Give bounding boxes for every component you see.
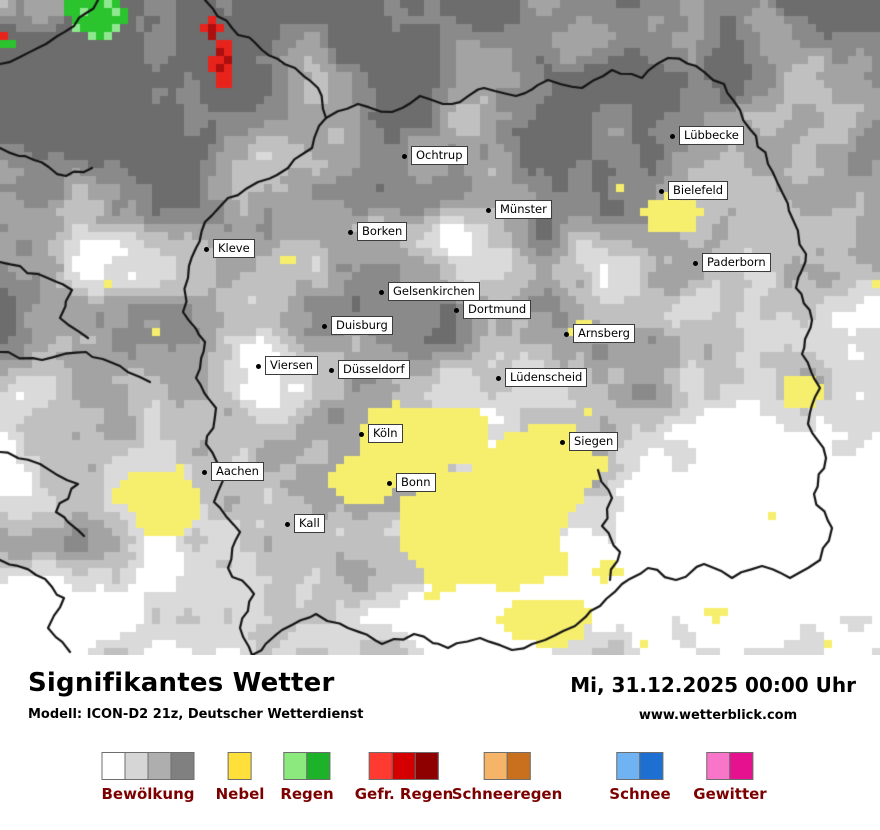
legend-swatch [147,752,172,780]
legend-swatch [124,752,149,780]
city-label: Bielefeld [668,181,729,201]
city-dot-icon [402,154,407,159]
city-dot-icon [670,134,675,139]
city-dot-icon [329,368,334,373]
weather-map: Ochtrup Lübbecke Bielefeld Münster Borken Kle… [0,0,880,655]
legend: Bewölkung Nebel Regen Gefr. Regen Schneerege… [0,752,880,824]
city-label: Kleve [213,239,255,259]
legend-swatch [616,752,641,780]
city-dot-icon [693,261,698,266]
legend-swatches [706,752,754,780]
city-dot-icon [285,522,290,527]
legend-swatch [391,752,416,780]
legend-swatches [228,752,252,780]
city-label: Dortmund [463,300,532,320]
legend-group: Gewitter [693,752,767,803]
city-label: Borken [357,222,408,242]
legend-swatch [639,752,664,780]
city-dot-icon [560,440,565,445]
legend-swatch [729,752,754,780]
datetime-label: Mi, 31.12.2025 00:00 Uhr [570,673,856,697]
city-dot-icon [256,364,261,369]
weather-map-canvas [0,0,880,655]
city-dot-icon [486,208,491,213]
city-label: Ochtrup [411,146,468,166]
city-dot-icon [564,332,569,337]
city-label: Düsseldorf [338,360,410,380]
city-dot-icon [359,432,364,437]
page-title: Signifikantes Wetter [28,668,335,698]
city-label: Duisburg [331,316,393,336]
city-label: Lübbecke [679,126,744,146]
legend-group: Regen [280,752,334,803]
city-dot-icon [204,247,209,252]
city-label: Kall [294,514,325,534]
city-label: Köln [368,424,403,444]
legend-label: Gewitter [693,785,767,803]
city-dot-icon [322,324,327,329]
legend-swatch [283,752,308,780]
city-label: Viersen [265,356,318,376]
city-label: Gelsenkirchen [388,282,480,302]
legend-label: Schnee [609,785,671,803]
model-info: Modell: ICON-D2 21z, Deutscher Wetterdie… [28,707,364,722]
legend-swatches [283,752,331,780]
legend-group: Nebel [215,752,265,803]
legend-swatches [616,752,664,780]
city-dot-icon [348,230,353,235]
legend-swatch [228,752,252,780]
city-dot-icon [454,308,459,313]
city-label: Aachen [211,462,264,482]
city-dot-icon [202,470,207,475]
legend-group: Gefr. Regen [354,752,454,803]
city-label: Bonn [396,473,436,493]
legend-swatch [101,752,126,780]
city-label: Paderborn [702,253,771,273]
legend-swatch [706,752,731,780]
legend-swatches [368,752,439,780]
legend-label: Bewölkung [101,785,195,803]
city-dot-icon [379,290,384,295]
legend-group: Bewölkung [101,752,195,803]
legend-swatch [306,752,331,780]
legend-label: Schneeregen [451,785,563,803]
city-label: Münster [495,200,552,220]
legend-swatch [483,752,508,780]
legend-group: Schneeregen [451,752,563,803]
legend-label: Gefr. Regen [354,785,454,803]
website-label: www.wetterblick.com [638,708,798,723]
legend-group: Schnee [609,752,671,803]
legend-swatches [483,752,531,780]
legend-swatches [101,752,195,780]
city-dot-icon [387,481,392,486]
legend-label: Regen [280,785,334,803]
city-dot-icon [659,189,664,194]
legend-swatch [170,752,195,780]
city-label: Arnsberg [573,324,635,344]
legend-swatch [414,752,439,780]
legend-swatch [506,752,531,780]
legend-label: Nebel [215,785,265,803]
legend-swatch [368,752,393,780]
city-dot-icon [496,376,501,381]
city-label: Lüdenscheid [505,368,588,388]
city-label: Siegen [569,432,619,452]
